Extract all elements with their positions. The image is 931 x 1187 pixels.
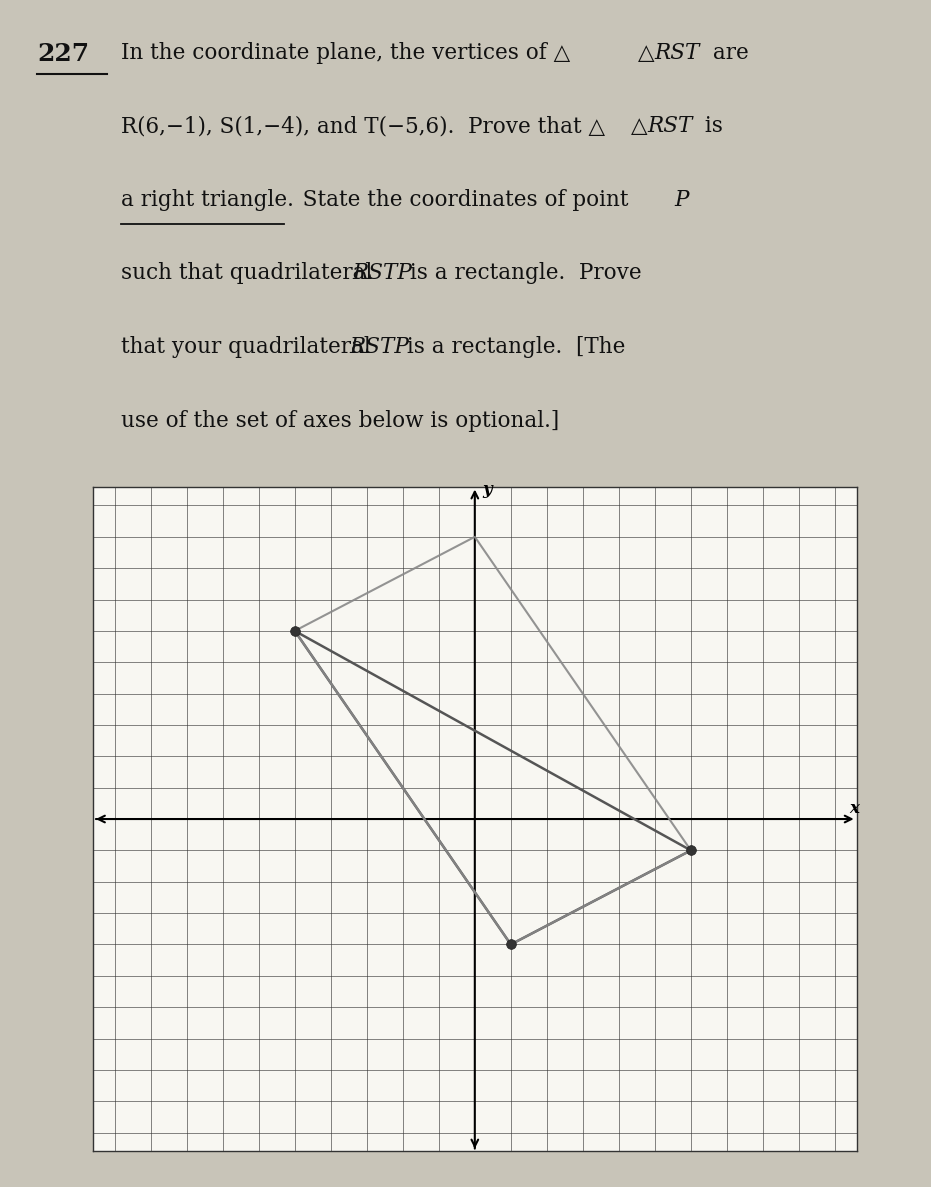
Text: such that quadrilateral: such that quadrilateral	[121, 262, 379, 285]
Text: RST: RST	[654, 42, 700, 64]
Text: △: △	[631, 115, 654, 138]
Text: RSTP: RSTP	[349, 336, 409, 358]
Text: RST: RST	[647, 115, 693, 138]
Text: P: P	[674, 189, 689, 211]
Text: In the coordinate plane, the vertices of △: In the coordinate plane, the vertices of…	[121, 42, 570, 64]
Text: △: △	[638, 42, 661, 64]
Text: use of the set of axes below is optional.]: use of the set of axes below is optional…	[121, 410, 560, 432]
Text: 227: 227	[37, 42, 89, 65]
Text: a right triangle.: a right triangle.	[121, 189, 294, 211]
Text: R(6,−1), S(1,−4), and T(−5,6).  Prove that △: R(6,−1), S(1,−4), and T(−5,6). Prove tha…	[121, 115, 605, 138]
Text: RSTP: RSTP	[352, 262, 412, 285]
Text: State the coordinates of point: State the coordinates of point	[289, 189, 635, 211]
Text: y: y	[482, 481, 492, 499]
Text: is a rectangle.  Prove: is a rectangle. Prove	[403, 262, 641, 285]
Text: that your quadrilateral: that your quadrilateral	[121, 336, 378, 358]
Text: is: is	[698, 115, 723, 138]
Text: x: x	[850, 800, 859, 817]
Text: are: are	[706, 42, 749, 64]
Text: is a rectangle.  [The: is a rectangle. [The	[400, 336, 626, 358]
